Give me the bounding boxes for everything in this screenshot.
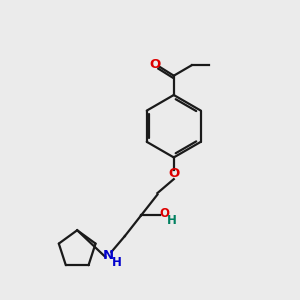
Text: O: O bbox=[159, 206, 169, 220]
Text: O: O bbox=[168, 167, 179, 180]
Text: N: N bbox=[103, 249, 114, 262]
Text: O: O bbox=[149, 58, 161, 71]
Text: H: H bbox=[112, 256, 122, 268]
Text: H: H bbox=[167, 214, 176, 227]
